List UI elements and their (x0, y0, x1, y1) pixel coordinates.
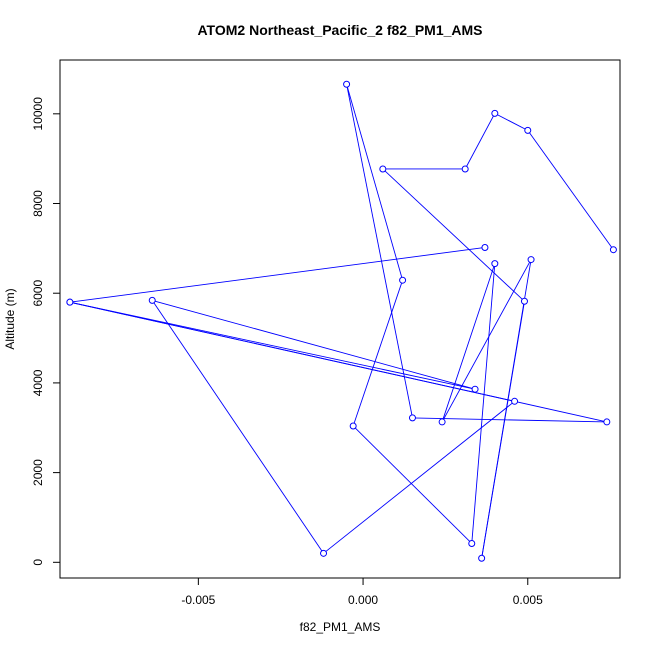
series-points (66, 80, 617, 562)
data-point (527, 256, 535, 264)
plot-frame (59, 59, 621, 579)
y-tick-label: 8000 (31, 190, 45, 217)
line-segment (69, 301, 476, 390)
data-point (478, 554, 486, 562)
x-axis-label: f82_PM1_AMS (300, 620, 381, 634)
data-point (379, 165, 387, 173)
line-segment (441, 259, 532, 423)
line-segment (441, 263, 496, 423)
line-segment (346, 84, 413, 418)
data-point (491, 109, 499, 117)
line-segment (352, 425, 473, 544)
data-point (603, 418, 611, 426)
line-segment (346, 84, 404, 281)
series-line (69, 84, 614, 559)
data-point (438, 418, 446, 426)
data-point (148, 296, 156, 304)
data-point (471, 385, 479, 393)
line-segment (481, 259, 532, 559)
chart-title: ATOM2 Northeast_Pacific_2 f82_PM1_AMS (197, 22, 482, 38)
data-point (524, 126, 532, 134)
y-tick-label: 10000 (31, 97, 45, 131)
data-point (320, 549, 328, 557)
data-point (399, 276, 407, 284)
line-segment (352, 280, 404, 427)
line-segment (382, 168, 525, 302)
x-tick-label: 0.000 (348, 593, 378, 607)
line-segment (323, 400, 515, 554)
y-tick-label: 0 (31, 559, 45, 566)
line-segment (69, 301, 515, 402)
data-point (66, 298, 74, 306)
x-axis: -0.005 0.000 0.005 (181, 578, 543, 607)
data-point (491, 260, 499, 268)
line-segment (464, 113, 496, 170)
data-point (520, 297, 528, 305)
line-segment (527, 130, 614, 250)
x-tick-label: -0.005 (181, 593, 215, 607)
data-point (511, 397, 519, 405)
y-axis: 0 2000 4000 6000 8000 10000 (31, 97, 60, 566)
line-segment (494, 112, 528, 131)
line-segment (152, 299, 476, 390)
data-point (481, 243, 489, 251)
line-segment (69, 247, 485, 303)
data-point (349, 422, 357, 430)
data-point (343, 80, 351, 88)
y-tick-label: 4000 (31, 369, 45, 396)
line-segment (412, 417, 607, 423)
y-axis-label: Altitude (m) (3, 288, 17, 349)
x-tick-label: 0.005 (513, 593, 543, 607)
data-point (461, 165, 469, 173)
line-segment (151, 300, 324, 554)
y-tick-label: 6000 (31, 280, 45, 307)
data-point (609, 246, 617, 254)
line-segment (471, 263, 496, 544)
data-point (408, 414, 416, 422)
data-point (468, 539, 476, 547)
y-tick-label: 2000 (31, 459, 45, 486)
